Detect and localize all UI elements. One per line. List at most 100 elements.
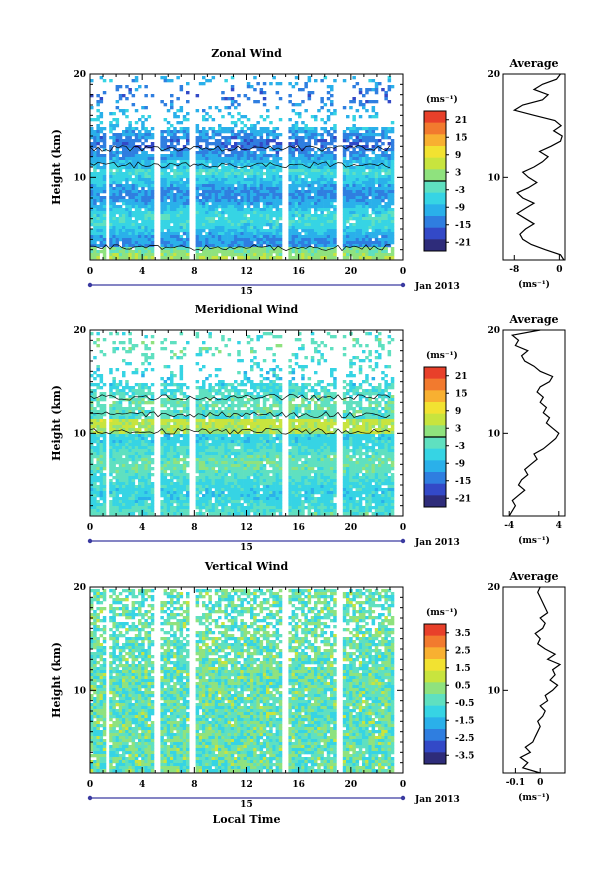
profile-y-tick-label: 10 <box>487 429 500 439</box>
profile-x-tick-label: -4 <box>504 521 514 531</box>
day-label: 15 <box>240 287 253 297</box>
y-axis-label: Height (km) <box>50 642 63 718</box>
x-tick-label: 8 <box>191 523 197 533</box>
colorbar-segment <box>424 659 446 671</box>
profile-y-tick-label: 20 <box>487 326 500 336</box>
average-profile: Average -4 4 10 20 (ms⁻¹) <box>487 313 566 546</box>
y-axis-label: Height (km) <box>50 385 63 461</box>
profile-x-label: (ms⁻¹) <box>518 279 550 290</box>
x-tick-label: 16 <box>292 267 305 277</box>
y-tick-label: 20 <box>73 70 86 80</box>
colorbar-segment <box>424 635 446 648</box>
colorbar-tick-label: -0.5 <box>455 699 474 709</box>
timeline-end-dot <box>400 538 406 544</box>
profile-frame <box>502 586 566 774</box>
colorbar-tick-label: -21 <box>455 238 471 248</box>
colorbar-segment <box>424 181 446 193</box>
y-ticks: 10 20 <box>73 583 403 764</box>
x-tick-label: 4 <box>139 780 145 790</box>
colorbar-tick-label: 15 <box>455 389 468 399</box>
y-axis-label: Height (km) <box>50 129 63 205</box>
x-tick-label: 4 <box>139 267 145 277</box>
colorbar-unit-label: (ms⁻¹) <box>426 607 458 618</box>
profile-title: Average <box>508 570 558 583</box>
colorbar-segment <box>424 169 446 182</box>
day-label: 15 <box>240 800 253 810</box>
colorbar-tick-label: -9 <box>455 459 465 469</box>
colorbar-frame <box>423 623 447 765</box>
date-timeline: 15 Jan 2013 <box>87 282 460 297</box>
y-ticks: 10 20 <box>73 70 403 251</box>
x-tick-label: 0 <box>87 523 93 533</box>
colorbar-segment <box>424 495 446 508</box>
colorbar: (ms⁻¹) 21 15 9 3 -3 -9 -15 -21 <box>423 350 471 508</box>
colorbar-tick-label: 9 <box>455 407 461 417</box>
profile-y-tick-label: 20 <box>487 583 500 593</box>
x-tick-label: 0 <box>87 267 93 277</box>
x-tick-label: 20 <box>345 267 358 277</box>
x-tick-label: 12 <box>240 780 253 790</box>
y-tick-label: 10 <box>73 429 86 439</box>
profile-title: Average <box>508 57 558 70</box>
average-profile: Average -8 0 10 20 (ms⁻¹) <box>487 57 566 290</box>
colorbar-tick-label: -21 <box>455 494 471 504</box>
x-tick-label: 12 <box>240 267 253 277</box>
x-tick-label: 16 <box>292 523 305 533</box>
colorbar-segment <box>424 239 446 252</box>
date-label: Jan 2013 <box>414 795 460 805</box>
date-timeline: 15 Jan 2013 <box>87 538 460 553</box>
colorbar-tick-label: -1.5 <box>455 716 474 726</box>
x-tick-label: 20 <box>345 780 358 790</box>
panel-1: Zonal Wind 0 4 8 12 16 20 0 10 20 Height (km) 15 Jan… <box>50 47 566 297</box>
timeline-start-dot <box>87 795 93 801</box>
panel-title: Zonal Wind <box>211 47 282 60</box>
colorbar-segment <box>424 157 446 170</box>
profile-x-tick-label: -0.1 <box>506 778 525 788</box>
zero-contour <box>89 145 391 252</box>
colorbar-segment <box>424 413 446 426</box>
colorbar-segment <box>424 192 446 205</box>
profile-x-label: (ms⁻¹) <box>518 792 550 803</box>
y-tick-label: 10 <box>73 173 86 183</box>
colorbar-tick-label: 15 <box>455 133 468 143</box>
colorbar-segment <box>424 694 446 706</box>
colorbar-segment <box>424 717 446 730</box>
date-label: Jan 2013 <box>414 282 460 292</box>
timeline-start-dot <box>87 282 93 288</box>
profile-x-tick-label: 0 <box>537 778 543 788</box>
x-tick-label: 20 <box>345 523 358 533</box>
profile-x-tick-label: -8 <box>509 265 519 275</box>
colorbar-unit-label: (ms⁻¹) <box>426 350 458 361</box>
colorbar-segment <box>424 134 446 147</box>
profile-frame <box>502 329 566 517</box>
day-label: 15 <box>240 543 253 553</box>
colorbar-segment <box>424 740 446 753</box>
zero-contour <box>89 393 391 435</box>
colorbar-segment <box>424 111 446 123</box>
panel-3: Vertical Wind 0 4 8 12 16 20 0 10 20 Height (km) 15… <box>50 560 566 810</box>
colorbar-tick-label: 3.5 <box>455 629 471 639</box>
colorbar-segment <box>424 705 446 718</box>
x-ticks: 0 4 8 12 16 20 0 <box>87 330 406 533</box>
colorbar-segment <box>424 472 446 484</box>
profile-line <box>508 329 560 517</box>
colorbar-tick-label: -3 <box>455 442 465 452</box>
contour-line <box>89 244 390 252</box>
date-label: Jan 2013 <box>414 538 460 548</box>
colorbar-tick-label: 9 <box>455 151 461 161</box>
colorbar-unit-label: (ms⁻¹) <box>426 94 458 105</box>
x-tick-label: 4 <box>139 523 145 533</box>
colorbar-tick-label: 3 <box>455 168 461 178</box>
y-tick-label: 20 <box>73 583 86 593</box>
colorbar-tick-label: 2.5 <box>455 646 471 656</box>
profile-line <box>512 73 565 261</box>
x-tick-label: 8 <box>191 267 197 277</box>
colorbar-segment <box>424 378 446 391</box>
colorbar-segment <box>424 752 446 765</box>
x-tick-label: 0 <box>400 523 406 533</box>
colorbar-segment <box>424 624 446 636</box>
colorbar-segment <box>424 437 446 449</box>
colorbar-tick-label: 3 <box>455 424 461 434</box>
colorbar-tick-label: -2.5 <box>455 734 474 744</box>
